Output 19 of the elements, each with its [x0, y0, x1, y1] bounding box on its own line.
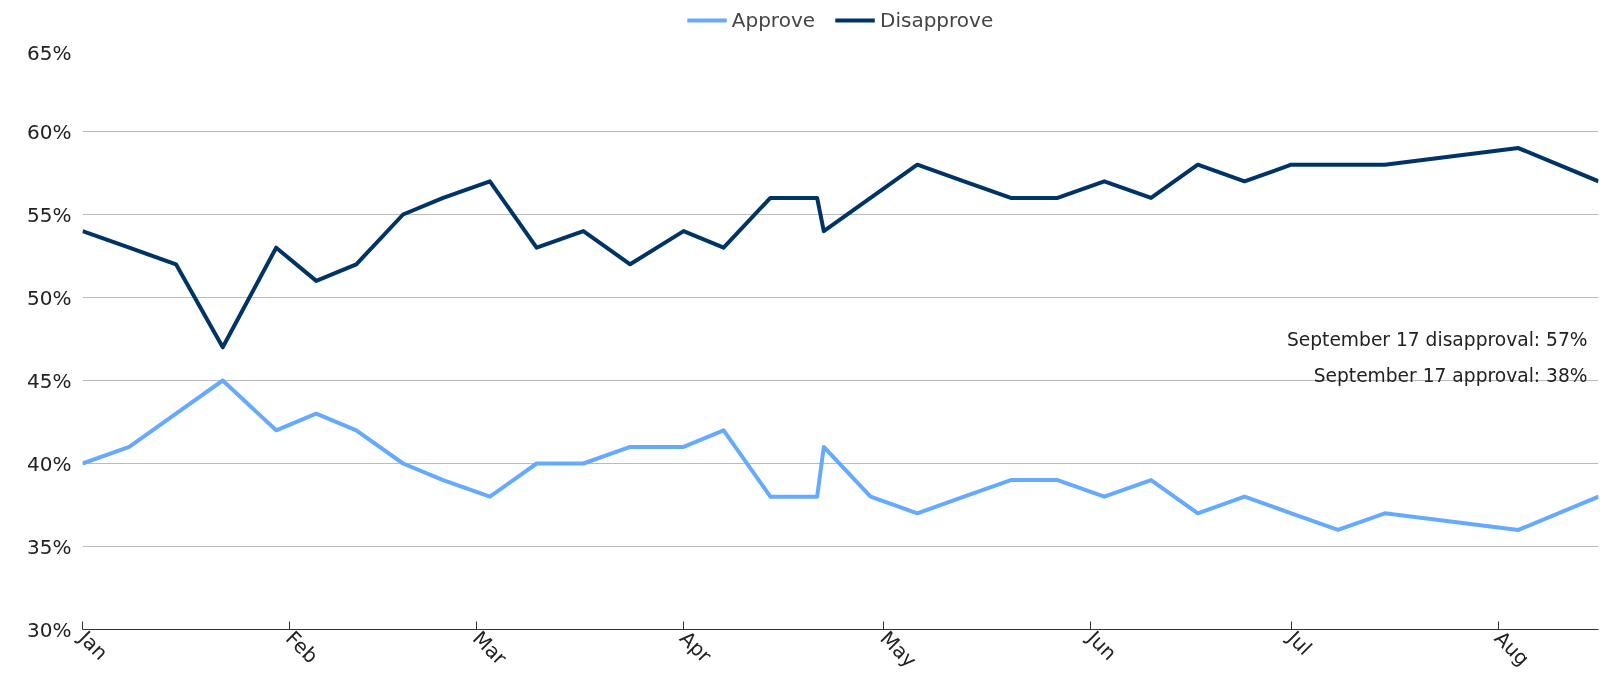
- x-tick-label: Jan: [72, 624, 113, 665]
- y-tick-label: 65%: [27, 40, 72, 65]
- legend-label: Disapprove: [880, 8, 994, 32]
- x-tick-label: Jun: [1081, 624, 1122, 666]
- annotation: September 17 approval: 38%: [1313, 364, 1588, 386]
- y-tick-label: 60%: [27, 119, 72, 144]
- y-tick-label: 30%: [27, 617, 72, 642]
- y-tick-label: 40%: [27, 451, 72, 476]
- annotation: September 17 disapproval: 57%: [1286, 328, 1588, 350]
- x-tick-label: Jul: [1281, 624, 1317, 661]
- y-tick-label: 50%: [27, 285, 72, 310]
- y-tick-label: 35%: [27, 534, 72, 559]
- x-tick-label: Mar: [468, 626, 513, 671]
- x-tick-label: Apr: [675, 626, 718, 668]
- legend-label: Approve: [731, 8, 816, 32]
- x-tick-label: Aug: [1489, 626, 1535, 671]
- y-tick-label: 45%: [27, 368, 72, 393]
- y-tick-label: 55%: [27, 202, 72, 227]
- x-tick-label: Feb: [281, 626, 324, 669]
